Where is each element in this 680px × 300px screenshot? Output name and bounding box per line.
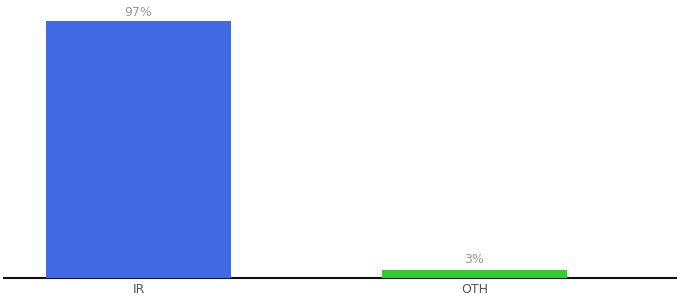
Text: 97%: 97%	[124, 6, 152, 20]
Bar	[382, 270, 566, 278]
Bar	[46, 21, 231, 278]
Text: 3%: 3%	[464, 253, 484, 266]
